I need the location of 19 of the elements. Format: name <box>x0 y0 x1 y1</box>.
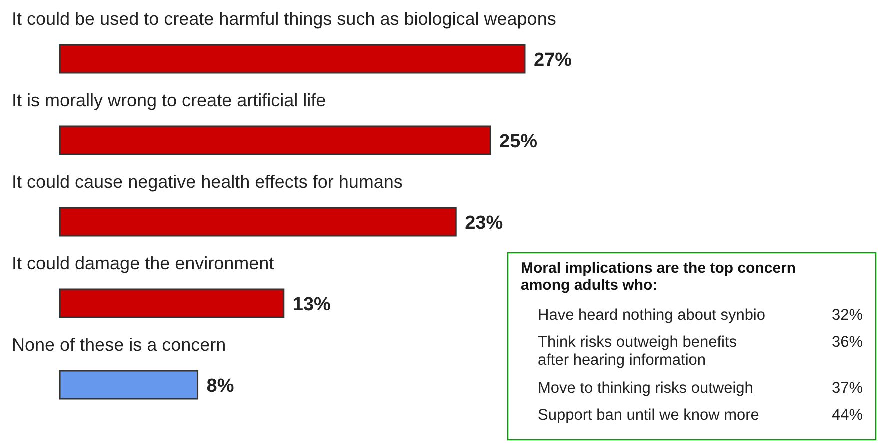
data-label: 8% <box>206 376 234 397</box>
y-tick-label: None of these is a concern <box>12 335 226 355</box>
category-label: Think risks outweigh benefits after hearing information <box>538 334 738 369</box>
y-tick-label: It could damage the environment <box>12 254 274 274</box>
category-label: Support ban until we know more <box>538 407 760 424</box>
category-label: Move to thinking risks outweigh <box>538 380 754 397</box>
y-tick-label: It could cause negative health effects for humans <box>12 172 403 192</box>
text: 44% <box>832 407 864 424</box>
text: Moral implications are the top concern among adults who: <box>521 260 796 294</box>
y-tick-label: It is morally wrong to create artificial life <box>12 90 326 110</box>
data-label: 23% <box>465 213 504 234</box>
data-label: 13% <box>292 294 332 316</box>
text: 32% <box>832 307 864 324</box>
text: 37% <box>832 380 864 397</box>
data-label: 25% <box>500 132 538 152</box>
category-label: Have heard nothing about synbio <box>538 307 766 324</box>
y-tick-label: It could be used to create harmful things such as biological weapons <box>12 9 556 29</box>
text: 36% <box>832 334 864 351</box>
data-label: 27% <box>534 50 572 71</box>
